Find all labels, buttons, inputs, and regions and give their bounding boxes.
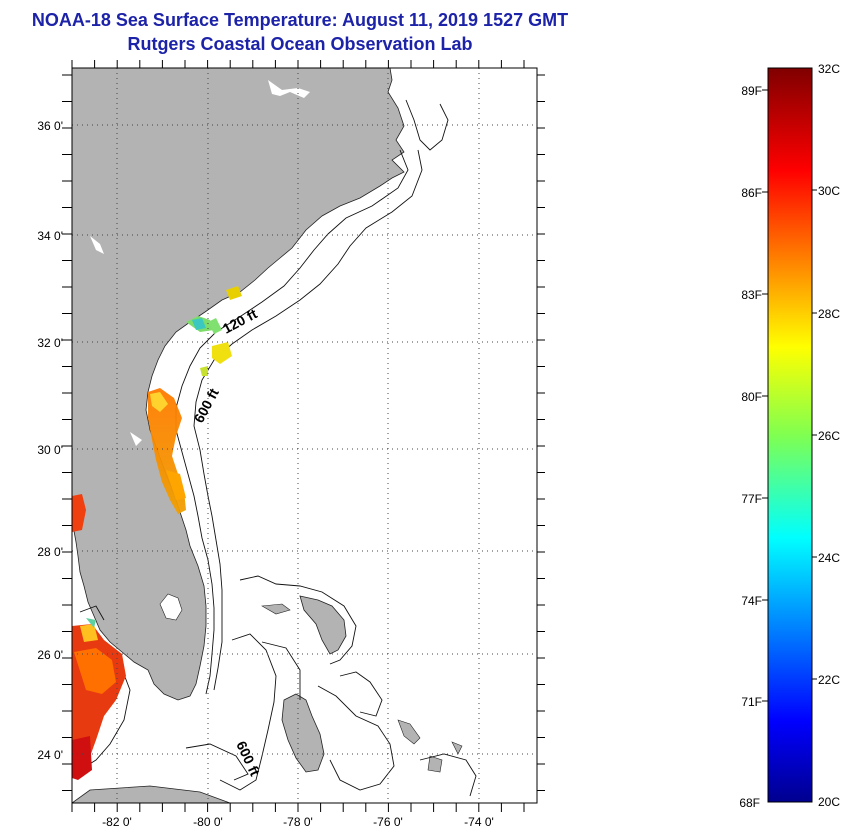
map-title: NOAA-18 Sea Surface Temperature: August …: [31, 10, 569, 30]
colorbar-c-label: 32C: [818, 62, 840, 76]
colorbar-c-label: 26C: [818, 429, 840, 443]
land-mainland: [72, 68, 405, 701]
colorbar-f-label: 86F: [741, 186, 762, 200]
colorbar-f-label: 71F: [741, 695, 762, 709]
lat-label-36: 36 0': [37, 119, 63, 133]
contour-120ft: [175, 149, 409, 695]
colorbar-c-label: 20C: [818, 795, 840, 809]
colorbar-f-label: 74F: [741, 594, 762, 608]
lat-label-34: 34 0': [37, 229, 63, 243]
land-bahamas-abaco: [299, 595, 347, 655]
lat-label-28: 28 0': [37, 545, 63, 559]
land-bahamas-andros: [281, 693, 325, 773]
sst-swaths: [72, 286, 242, 780]
colorbar-c-label: 24C: [818, 551, 840, 565]
colorbar-f-label: 77F: [741, 492, 762, 506]
contour-600ft: [193, 149, 423, 691]
colorbar-c-label: 28C: [818, 307, 840, 321]
colorbar-f-label: 83F: [741, 288, 762, 302]
colorbar-f-label: 80F: [741, 390, 762, 404]
colorbar-c-label: 22C: [818, 673, 840, 687]
lon-label-74: -74 0': [464, 815, 494, 829]
lat-label-30: 30 0': [37, 443, 63, 457]
lat-label-32: 32 0': [37, 336, 63, 350]
lon-label-76: -76 0': [373, 815, 403, 829]
colorbar-f-label: 68F: [739, 796, 760, 810]
lat-label-24: 24 0': [37, 748, 63, 762]
colorbar-c-label: 30C: [818, 184, 840, 198]
colorbar-gradient: [767, 67, 813, 803]
colorbar-f-label: 89F: [741, 84, 762, 98]
map-subtitle: Rutgers Coastal Ocean Observation Lab: [127, 34, 473, 54]
lat-label-26: 26 0': [37, 648, 63, 662]
lon-label-82: -82 0': [102, 815, 132, 829]
sst-swath-gulf-west: [72, 494, 86, 532]
map-frame: [71, 67, 538, 804]
lon-label-78: -78 0': [283, 815, 313, 829]
lon-label-80: -80 0': [193, 815, 223, 829]
sst-map: 120 ft 600 ft 600 ft 36 0' 34 0' 32 0' 3…: [37, 60, 545, 829]
